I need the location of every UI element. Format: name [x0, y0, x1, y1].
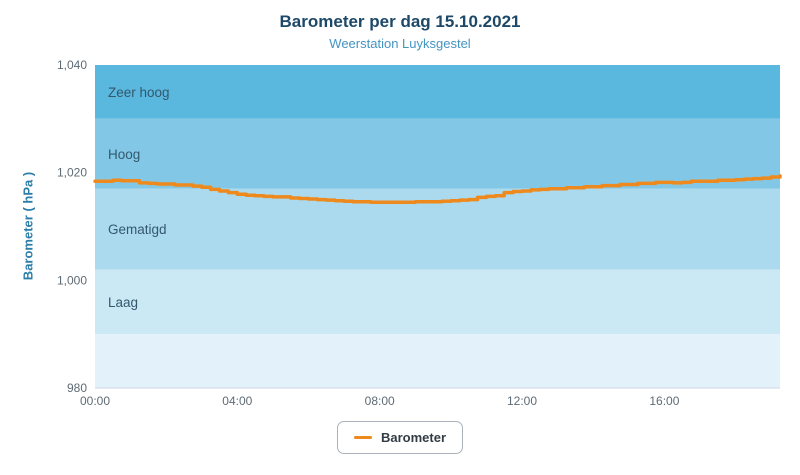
- plot-band-zeer-hoog: [95, 65, 780, 119]
- y-tick-label: 1,020: [57, 166, 87, 180]
- chart-title: Barometer per dag 15.10.2021: [279, 12, 521, 31]
- plot-band-label-hoog: Hoog: [108, 147, 140, 162]
- chart-subtitle: Weerstation Luyksgestel: [329, 36, 471, 51]
- plot-band-label-zeer-hoog: Zeer hoog: [108, 85, 170, 100]
- plot-band-hoog: [95, 118, 780, 189]
- x-tick-label: 16:00: [649, 394, 679, 408]
- plot-band-label-gematigd: Gematigd: [108, 222, 167, 237]
- plot-band-label-laag: Laag: [108, 295, 138, 310]
- legend-label: Barometer: [380, 430, 447, 445]
- legend[interactable]: Barometer: [336, 421, 464, 454]
- plot-band-zeer-laag: [95, 334, 780, 388]
- y-axis-title: Barometer ( hPa ): [20, 171, 36, 281]
- x-tick-label: 08:00: [365, 394, 395, 408]
- legend-line-swatch: [353, 436, 372, 439]
- plot-band-laag: [95, 269, 780, 335]
- barometer-series-line: [93, 174, 782, 205]
- y-tick-label: 1,040: [57, 58, 87, 72]
- y-tick-label: 1,000: [57, 273, 87, 287]
- x-tick-label: 04:00: [222, 394, 252, 408]
- x-tick-label: 00:00: [80, 394, 110, 408]
- y-tick-label: 980: [67, 381, 87, 395]
- x-tick-label: 12:00: [507, 394, 537, 408]
